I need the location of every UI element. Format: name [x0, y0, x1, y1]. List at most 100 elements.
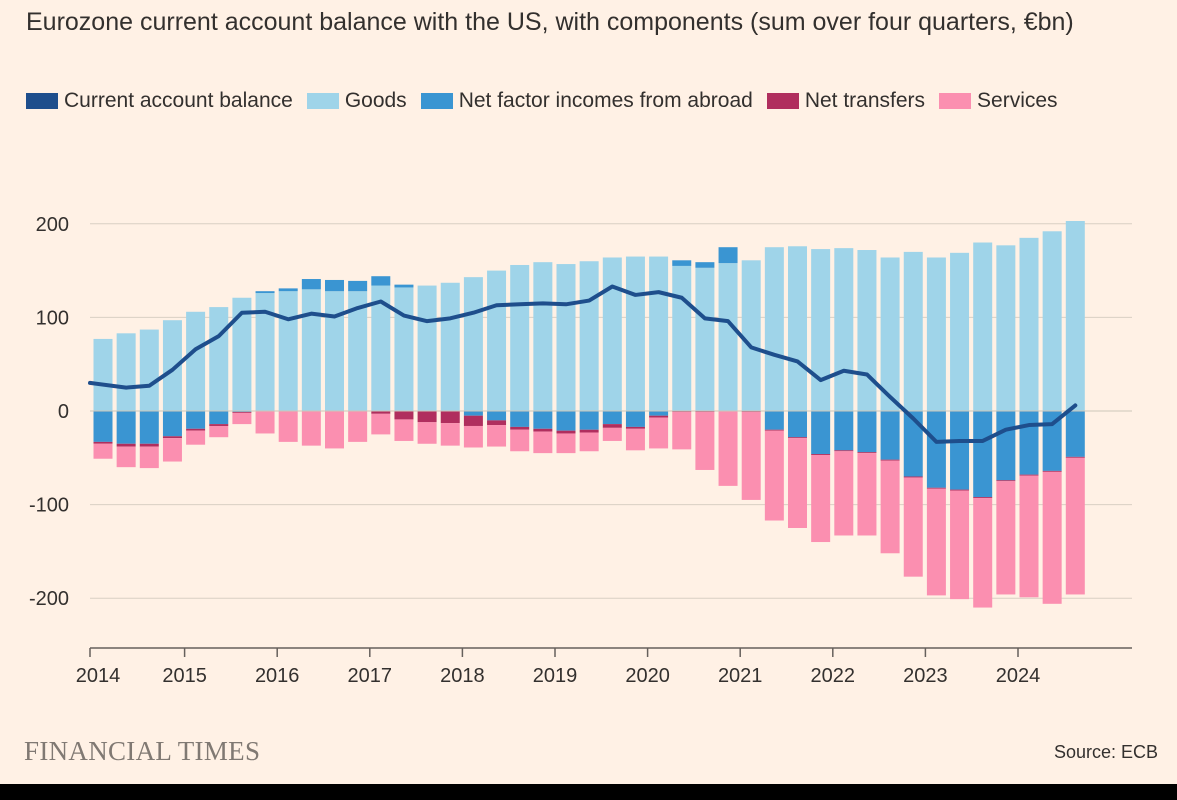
- bar-services: [672, 411, 692, 450]
- bar-goods: [811, 249, 831, 411]
- bar-goods: [278, 291, 298, 411]
- bar-services: [625, 428, 645, 451]
- x-tick-label: 2021: [718, 665, 763, 687]
- bar-services: [278, 411, 298, 442]
- bar-goods: [973, 242, 993, 411]
- bar-net-factor-incomes-from-abroad: [625, 411, 645, 427]
- bar-net-factor-incomes-from-abroad: [186, 411, 206, 429]
- bar-net-transfers: [764, 429, 784, 431]
- bar-services: [1019, 475, 1039, 598]
- x-tick-label: 2016: [255, 665, 300, 687]
- bar-net-factor-incomes-from-abroad: [533, 411, 553, 429]
- bar-net-transfers: [186, 428, 206, 431]
- bar-net-transfers: [209, 424, 229, 426]
- bar-net-factor-incomes-from-abroad: [162, 411, 182, 437]
- legend-swatch-net-factor: [420, 93, 453, 109]
- bar-goods: [857, 250, 877, 411]
- bar-net-factor-incomes-from-abroad: [463, 411, 483, 416]
- bar-net-factor-incomes-from-abroad: [209, 411, 229, 425]
- x-tick-label: 2017: [348, 665, 393, 687]
- source-note: Source: ECB: [1053, 742, 1158, 762]
- bar-goods: [718, 263, 738, 411]
- legend-label-current-account: Current account balance: [64, 89, 293, 112]
- bar-services: [1042, 471, 1062, 604]
- bar-services: [209, 425, 229, 438]
- bar-net-transfers: [1042, 470, 1062, 472]
- bar-net-transfers: [371, 411, 391, 414]
- bar-net-transfers: [903, 476, 923, 478]
- bar-services: [602, 427, 622, 441]
- bar-services: [301, 411, 321, 446]
- bar-goods: [394, 287, 414, 411]
- bar-net-factor-incomes-from-abroad: [834, 411, 854, 451]
- bar-goods: [371, 285, 391, 411]
- bar-net-factor-incomes-from-abroad: [1019, 411, 1039, 475]
- y-tick-label: -100: [29, 495, 69, 517]
- bar-net-factor-incomes-from-abroad: [93, 411, 113, 442]
- bar-net-factor-incomes-from-abroad: [255, 291, 275, 294]
- bar-net-transfers: [996, 480, 1016, 482]
- bar-services: [950, 490, 970, 600]
- bar-goods: [139, 329, 159, 411]
- y-tick-label: 200: [36, 214, 69, 236]
- bar-net-transfers: [556, 430, 576, 434]
- bar-net-factor-incomes-from-abroad: [903, 411, 923, 477]
- financial-times-logo: FINANCIAL TIMES: [24, 736, 261, 766]
- bar-goods: [1065, 220, 1085, 411]
- bar-goods: [417, 285, 437, 411]
- bar-services: [579, 432, 599, 452]
- bar-services: [834, 451, 854, 536]
- legend-item-net-factor: Net factor incomes from abroad: [420, 89, 753, 113]
- bar-net-factor-incomes-from-abroad: [788, 411, 807, 438]
- bar-goods: [625, 256, 645, 411]
- bar-net-transfers: [926, 487, 946, 489]
- bar-services: [788, 438, 807, 528]
- bar-goods: [162, 320, 182, 411]
- legend-swatch-current-account: [26, 93, 58, 109]
- bar-services: [857, 453, 877, 536]
- bar-net-transfers: [139, 443, 159, 447]
- bar-net-transfers: [834, 450, 854, 452]
- bar-net-factor-incomes-from-abroad: [857, 411, 877, 453]
- legend-item-goods: Goods: [306, 89, 407, 113]
- bar-net-transfers: [487, 420, 507, 426]
- x-tick-label: 2019: [533, 665, 578, 687]
- bar-services: [973, 498, 993, 608]
- x-tick-label: 2014: [76, 665, 121, 687]
- x-tick-label: 2015: [162, 665, 207, 687]
- bar-services: [139, 446, 159, 469]
- bar-goods: [533, 262, 553, 411]
- bar-goods: [348, 291, 368, 411]
- bar-net-transfers: [417, 411, 437, 423]
- bar-net-transfers: [463, 415, 483, 426]
- bar-net-transfers: [1065, 456, 1085, 458]
- bar-goods: [672, 265, 692, 411]
- bar-goods: [186, 311, 206, 411]
- bar-net-factor-incomes-from-abroad: [579, 411, 599, 430]
- bar-goods: [93, 338, 113, 411]
- bar-services: [394, 419, 414, 441]
- bar-net-transfers: [232, 411, 252, 413]
- bar-net-transfers: [116, 443, 136, 447]
- bar-goods: [440, 282, 460, 411]
- legend-label-services: Services: [977, 89, 1058, 112]
- bar-goods: [325, 291, 344, 411]
- bar-services: [811, 454, 831, 543]
- bar-goods: [649, 256, 669, 411]
- bar-services: [718, 411, 738, 486]
- bar-goods: [926, 257, 946, 411]
- bar-net-factor-incomes-from-abroad: [394, 284, 414, 288]
- bar-net-factor-incomes-from-abroad: [325, 279, 344, 292]
- legend-swatch-services: [939, 93, 972, 109]
- bar-goods: [301, 289, 321, 411]
- bar-net-factor-incomes-from-abroad: [510, 411, 530, 427]
- bar-services: [417, 422, 437, 444]
- bar-goods: [556, 264, 576, 411]
- bar-net-transfers: [93, 441, 113, 444]
- bar-services: [533, 431, 553, 454]
- bar-goods: [510, 264, 530, 411]
- bar-goods: [764, 247, 784, 411]
- bar-goods: [695, 267, 715, 411]
- legend-item-services: Services: [939, 89, 1058, 113]
